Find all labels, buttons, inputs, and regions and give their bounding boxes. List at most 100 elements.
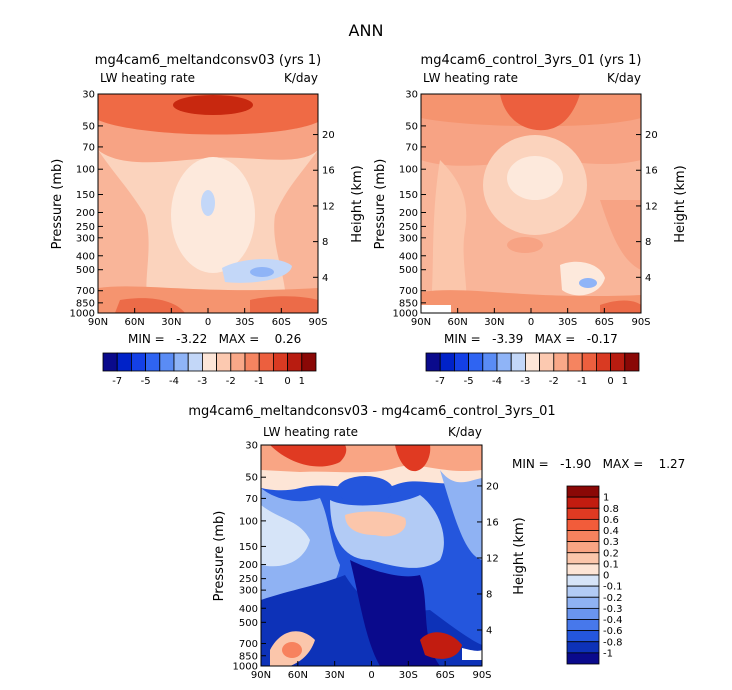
panel-a-stats: MIN = -3.22 MAX = 0.26 (128, 332, 301, 346)
y-tick-label: 100 (76, 165, 95, 176)
y-tick-label: 250 (76, 222, 95, 233)
panel-b-left-label: LW heating rate (423, 71, 518, 85)
x-tick-label: 60N (288, 670, 308, 681)
colorbar-swatch (581, 352, 597, 372)
x-tick-label: 90S (631, 317, 650, 328)
panel-a-left-label: LW heating rate (100, 71, 195, 85)
y-tick-label: 700 (239, 639, 258, 650)
y-tick-label: 850 (239, 651, 258, 662)
colorbar-label: -0.1 (603, 582, 623, 593)
y-tick-label: 1000 (233, 662, 258, 673)
y-right-tick-label: 16 (322, 166, 335, 177)
x-tick-label: 60N (448, 317, 468, 328)
y-right-tick-label: 20 (486, 481, 499, 492)
colorbar-swatch (201, 352, 217, 372)
colorbar-swatch (566, 596, 600, 609)
colorbar-swatch (272, 352, 288, 372)
colorbar-swatch (566, 652, 600, 665)
colorbar-label: -2 (549, 376, 559, 387)
y-right-tick-label: 8 (645, 237, 651, 248)
y-right-tick-label: 12 (322, 201, 335, 212)
colorbar-label: -0.4 (603, 615, 623, 626)
panel-model-b: mg4cam6_control_3yrs_01 (yrs 1) LW heati… (373, 53, 688, 346)
panel-a-field (98, 94, 318, 313)
colorbar-swatch (244, 352, 260, 372)
colorbar-panel-a: -7 -5 -4 -3 -2 -1 0 1 (102, 352, 317, 387)
panel-b-title: mg4cam6_control_3yrs_01 (yrs 1) (421, 53, 642, 68)
y-tick-label: 1000 (70, 309, 95, 320)
y-tick-label: 400 (239, 604, 258, 615)
panel-a-ylabel: Pressure (mb) (50, 159, 65, 250)
colorbar-swatch (439, 352, 455, 372)
y-right-tick-label: 4 (486, 625, 492, 636)
y-tick-label: 150 (76, 190, 95, 201)
y-tick-label: 50 (82, 121, 95, 132)
colorbar-label: -0.6 (603, 626, 623, 637)
y-tick-label: 700 (76, 286, 95, 297)
panel-c-ylabel: Pressure (mb) (212, 511, 227, 602)
colorbar-swatch (566, 563, 600, 576)
x-tick-label: 90N (251, 670, 271, 681)
x-tick-label: 90N (411, 317, 431, 328)
panel-difference: mg4cam6_meltandconsv03 - mg4cam6_control… (188, 404, 685, 681)
x-tick-label: 0 (368, 670, 374, 681)
y-tick-label: 500 (399, 265, 418, 276)
y-tick-label: 300 (399, 233, 418, 244)
x-tick-label: 90N (88, 317, 108, 328)
colorbar-label: 1 (603, 493, 609, 504)
colorbar-swatch (425, 352, 441, 372)
colorbar-swatch (287, 352, 303, 372)
colorbar-swatch (159, 352, 175, 372)
colorbar-label: -3 (197, 376, 207, 387)
colorbar-label: -7 (435, 376, 445, 387)
y-right-tick-label: 8 (322, 237, 328, 248)
colorbar-swatch (216, 352, 232, 372)
colorbar-label: 0.8 (603, 504, 619, 515)
colorbar-swatch (102, 352, 118, 372)
colorbar-label: 0 (607, 376, 613, 387)
colorbar-swatch (130, 352, 146, 372)
y-tick-label: 400 (399, 251, 418, 262)
colorbar-label: -5 (141, 376, 151, 387)
colorbar-label: -0.8 (603, 637, 623, 648)
y-tick-label: 30 (245, 441, 258, 452)
y-tick-label: 400 (76, 251, 95, 262)
colorbar-label: 0.1 (603, 559, 619, 570)
panel-b-ylabel: Pressure (mb) (373, 159, 388, 250)
x-tick-label: 30N (325, 670, 345, 681)
colorbar-label: 0.6 (603, 515, 619, 526)
colorbar-swatch (566, 585, 600, 598)
y-tick-label: 850 (76, 298, 95, 309)
colorbar-swatch (566, 518, 600, 531)
y-right-tick-label: 4 (645, 273, 651, 284)
x-tick-label: 90S (472, 670, 491, 681)
y-tick-label: 30 (82, 90, 95, 101)
y-tick-label: 500 (76, 265, 95, 276)
y-tick-label: 50 (245, 473, 258, 484)
x-tick-label: 30S (399, 670, 418, 681)
y-tick-label: 150 (239, 542, 258, 553)
colorbar-label: -0.3 (603, 604, 623, 615)
colorbar-label: -1 (254, 376, 264, 387)
colorbar-panel-b: -7 -5 -4 -3 -2 -1 0 1 (425, 352, 640, 387)
colorbar-swatch (596, 352, 612, 372)
x-tick-label: 60S (595, 317, 614, 328)
colorbar-label: -1 (603, 648, 613, 659)
y-tick-label: 1000 (393, 309, 418, 320)
colorbar-swatch (566, 485, 600, 498)
colorbar-swatch (566, 507, 600, 520)
y-right-tick-label: 20 (645, 130, 658, 141)
y-tick-label: 250 (399, 222, 418, 233)
y-tick-label: 100 (239, 516, 258, 527)
panel-b-field (421, 94, 641, 313)
colorbar-swatch (453, 352, 469, 372)
colorbar-swatch (539, 352, 555, 372)
colorbar-label: -2 (226, 376, 236, 387)
colorbar-swatch (482, 352, 498, 372)
y-tick-label: 300 (76, 233, 95, 244)
colorbar-swatch (258, 352, 274, 372)
colorbar-label: 1 (622, 376, 628, 387)
colorbar-label: 0.2 (603, 548, 619, 559)
y-tick-label: 100 (399, 165, 418, 176)
